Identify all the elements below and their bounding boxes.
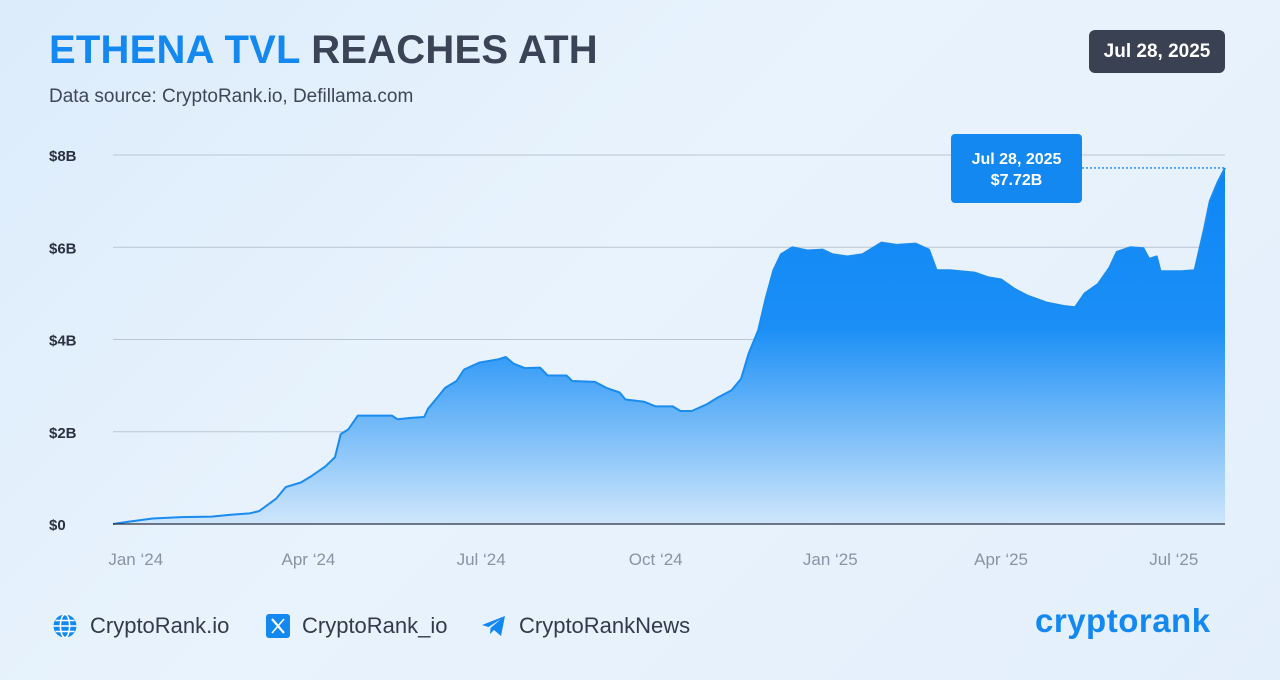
footer-x-account[interactable]: CryptoRank_io bbox=[266, 611, 448, 641]
date-badge: Jul 28, 2025 bbox=[1089, 30, 1225, 73]
footer-telegram[interactable]: CryptoRankNews bbox=[481, 611, 690, 641]
cryptorank-logo: cryptorank bbox=[1035, 602, 1211, 639]
title-rest: REACHES ATH bbox=[311, 28, 598, 72]
footer-telegram-label: CryptoRankNews bbox=[519, 613, 691, 638]
x-tick-label: Jul ‘24 bbox=[457, 550, 506, 569]
title-accent: ETHENA TVL bbox=[49, 28, 300, 72]
tvl-line bbox=[112, 167, 1226, 525]
telegram-icon bbox=[482, 616, 505, 636]
x-tick-label: Jan ‘25 bbox=[803, 550, 858, 569]
footer-website-label: CryptoRank.io bbox=[90, 613, 230, 638]
page-title: ETHENA TVL REACHES ATH bbox=[49, 28, 598, 73]
y-tick-label: $0 bbox=[49, 517, 66, 534]
y-tick-label: $6B bbox=[49, 240, 77, 257]
y-tick-label: $2B bbox=[49, 425, 77, 442]
x-tick-label: Apr ‘24 bbox=[282, 550, 336, 569]
y-tick-label: $8B bbox=[49, 148, 77, 165]
footer-website[interactable]: CryptoRank.io bbox=[52, 611, 229, 641]
data-source-subtitle: Data source: CryptoRank.io, Defillama.co… bbox=[49, 86, 414, 107]
tvl-area-chart: $0 $2B $4B $6B $8B Jan ‘24 Apr ‘24 Jul ‘24 Oct … bbox=[49, 134, 1226, 569]
y-axis-ticks: $0 $2B $4B $6B $8B bbox=[49, 148, 77, 534]
x-tick-label: Oct ‘24 bbox=[629, 550, 683, 569]
x-tick-label: Apr ‘25 bbox=[974, 550, 1028, 569]
footer-x-label: CryptoRank_io bbox=[302, 613, 448, 638]
ath-callout-date: Jul 28, 2025 bbox=[972, 151, 1062, 168]
ath-callout-box bbox=[951, 134, 1082, 203]
x-axis-ticks: Jan ‘24 Apr ‘24 Jul ‘24 Oct ‘24 Jan ‘25 Apr ‘… bbox=[108, 550, 1198, 569]
x-tick-label: Jul ‘25 bbox=[1149, 550, 1198, 569]
x-logo-icon bbox=[266, 614, 290, 638]
y-tick-label: $4B bbox=[49, 333, 77, 350]
tvl-area bbox=[113, 167, 1225, 524]
globe-icon bbox=[53, 613, 77, 639]
series-layer bbox=[112, 167, 1226, 525]
x-tick-label: Jan ‘24 bbox=[108, 550, 163, 569]
ath-callout-value: $7.72B bbox=[991, 172, 1043, 189]
ath-annotation: Jul 28, 2025 $7.72B bbox=[951, 134, 1225, 203]
